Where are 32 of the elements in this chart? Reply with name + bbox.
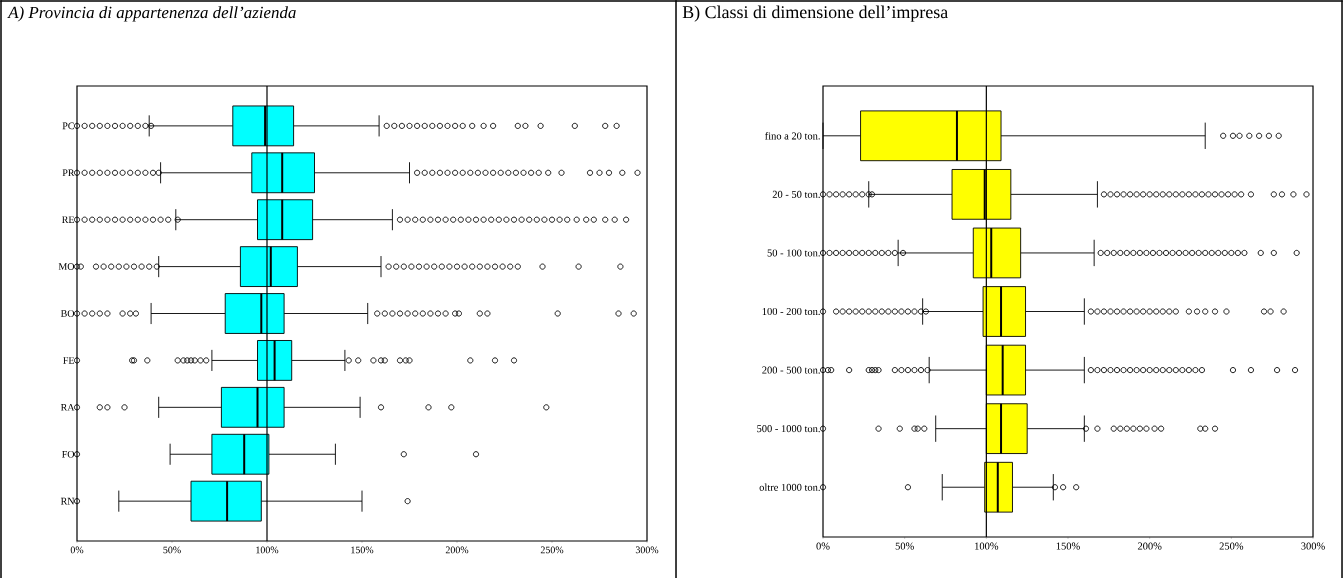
- x-tick-label: 100%: [975, 542, 999, 550]
- y-tick-label: MO: [58, 263, 75, 270]
- x-tick-label: 100%: [256, 546, 279, 554]
- x-tick-label: 0%: [816, 542, 830, 550]
- y-tick-label: 200 - 500 ton.: [762, 366, 820, 374]
- x-tick-label: 200%: [1137, 542, 1162, 550]
- chart-title: A) Provincia di appartenenza dell’azienda: [7, 6, 296, 22]
- y-tick-label: PC: [62, 122, 74, 130]
- x-tick-label: 0%: [70, 546, 84, 554]
- x-tick-label: 150%: [1056, 542, 1080, 550]
- y-tick-label: PR: [62, 169, 75, 177]
- y-tick-label: RA: [60, 404, 75, 411]
- y-tick-label: BO: [60, 310, 75, 317]
- y-tick-label: RE: [62, 216, 74, 223]
- y-tick-label: 50 - 100 ton.: [767, 249, 820, 257]
- y-tick-label: FE: [63, 357, 74, 364]
- y-tick-label: 100 - 200 ton.: [762, 307, 820, 316]
- y-tick-label: fino a 20 ton.: [765, 132, 820, 140]
- x-tick-label: 50%: [895, 542, 914, 550]
- y-tick-label: oltre 1000 ton.: [759, 483, 820, 491]
- x-tick-label: 300%: [635, 546, 659, 554]
- x-tick-label: 250%: [540, 546, 564, 554]
- x-tick-label: 50%: [163, 546, 181, 554]
- y-tick-label: 500 - 1000 ton.: [757, 425, 820, 433]
- x-tick-label: 150%: [351, 546, 374, 554]
- chart-title: B) Classi di dimensione dell’impresa: [682, 5, 948, 22]
- y-tick-label: 20 - 50 ton.: [772, 190, 820, 198]
- y-tick-label: RN: [60, 497, 75, 505]
- x-tick-label: 200%: [445, 546, 469, 554]
- x-tick-label: 300%: [1301, 542, 1325, 550]
- y-tick-label: FO: [62, 450, 75, 458]
- x-tick-label: 250%: [1219, 542, 1244, 550]
